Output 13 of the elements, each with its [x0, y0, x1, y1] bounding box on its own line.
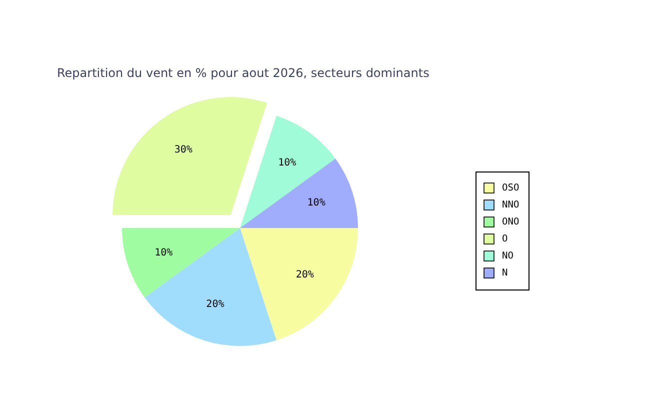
legend-label: ONO [502, 216, 520, 228]
legend-label: NO [502, 250, 514, 262]
chart-title: Repartition du vent en % pour aout 2026, secteurs dominants [57, 66, 430, 80]
data-label: 10% [154, 247, 173, 258]
legend-label: O [502, 234, 508, 244]
data-label: 20% [296, 270, 314, 281]
data-label: 10% [278, 158, 296, 169]
legend-label: OSO [502, 182, 520, 194]
data-label: 20% [206, 298, 224, 310]
data-label: 30% [174, 144, 192, 156]
legend-label: NNO [502, 200, 520, 210]
legend-label: N [502, 268, 508, 278]
data-label: 10% [307, 198, 326, 209]
